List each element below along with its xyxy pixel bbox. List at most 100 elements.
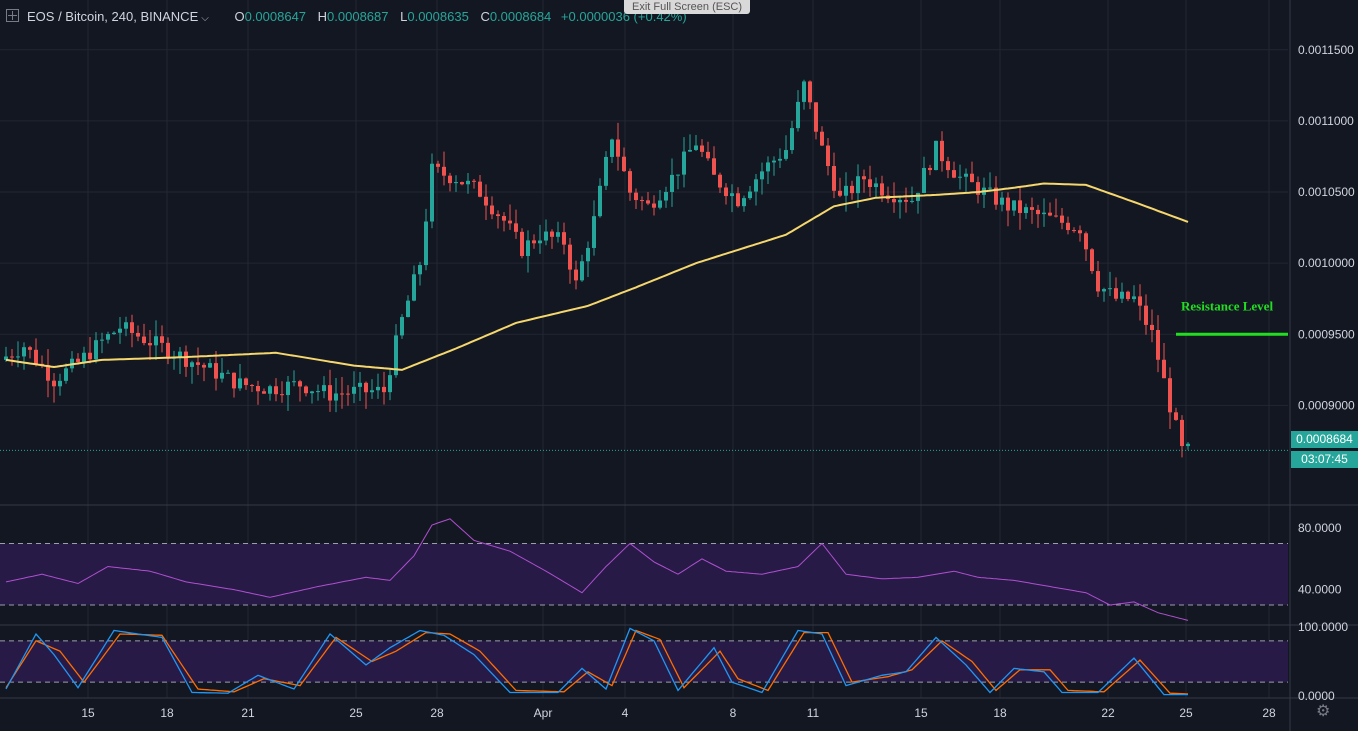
candle-body (1084, 233, 1088, 250)
candle-body (916, 192, 920, 201)
candle-body (994, 187, 998, 205)
candle-body (454, 182, 458, 184)
candle-body (946, 161, 950, 171)
candle-body (1132, 296, 1136, 300)
candle-body (478, 181, 482, 197)
candle-body (580, 261, 584, 281)
candle-body (88, 352, 92, 360)
candle-body (334, 393, 338, 401)
candle-body (10, 356, 14, 358)
candle-body (220, 372, 224, 379)
indicator-bands (0, 542, 1288, 683)
candle-body (286, 381, 290, 396)
stoch-tick-label: 100.0000 (1298, 620, 1348, 634)
chevron-down-icon[interactable]: ⌵ (201, 13, 209, 24)
candle-body (214, 363, 218, 379)
candle-body (898, 199, 902, 203)
candle-body (796, 101, 800, 129)
candle-body (460, 182, 464, 185)
expand-icon[interactable] (6, 9, 19, 22)
candle-body (430, 163, 434, 222)
candle-body (508, 220, 512, 224)
candle-body (94, 340, 98, 360)
price-tick-label: 0.0011500 (1298, 43, 1354, 57)
candle-body (544, 231, 548, 241)
price-axis[interactable]: 0.0011500 0.0011000 0.0010500 0.0010000 0.00… (1298, 43, 1355, 703)
candle-body (634, 192, 638, 201)
candle-body (1036, 209, 1040, 215)
candle-body (832, 166, 836, 191)
candle-body (784, 150, 788, 159)
candle-body (1186, 443, 1190, 447)
time-tick-label: 18 (160, 706, 174, 720)
candle-body (856, 176, 860, 194)
time-tick-label: Apr (534, 706, 553, 720)
exit-fullscreen-button[interactable]: Exit Full Screen (ESC) (624, 0, 750, 14)
candle-body (406, 300, 410, 318)
candle-body (58, 380, 62, 387)
candle-body (148, 343, 152, 346)
candle-body (958, 176, 962, 178)
candle-body (1042, 212, 1046, 215)
candle-body (622, 156, 626, 172)
candle-body (682, 151, 686, 175)
gear-icon[interactable]: ⚙ (1316, 703, 1331, 720)
candle-body (466, 180, 470, 185)
candle-body (82, 352, 86, 362)
candle-body (442, 166, 446, 176)
countdown-tag: 03:07:45 (1291, 451, 1358, 468)
time-tick-label: 21 (241, 706, 255, 720)
candle-body (616, 139, 620, 157)
candle-body (970, 173, 974, 183)
candle-body (394, 335, 398, 376)
candle-body (178, 351, 182, 358)
time-tick-label: 4 (622, 706, 629, 720)
candle-body (712, 158, 716, 175)
candle-body (184, 351, 188, 367)
time-axis[interactable]: 15 18 21 25 28 Apr 4 8 11 15 18 22 25 28 (81, 706, 1276, 720)
low-label: L (400, 9, 408, 24)
rsi-band (0, 543, 1288, 605)
candle-body (274, 386, 278, 395)
candle-body (1120, 291, 1124, 299)
candle-body (1138, 296, 1142, 306)
candle-body (1018, 200, 1022, 213)
candle-body (316, 391, 320, 393)
stoch-d-line (5, 629, 1189, 695)
candle-body (1054, 215, 1058, 217)
candle-body (328, 385, 332, 401)
candle-body (412, 274, 416, 301)
candle-body (730, 193, 734, 197)
candle-body (1114, 288, 1118, 299)
candle-body (988, 187, 992, 189)
candle-body (628, 171, 632, 193)
candle-body (4, 356, 8, 360)
candle-body (952, 170, 956, 178)
candle-body (1066, 222, 1070, 231)
candle-body (118, 328, 122, 333)
price-tick-label: 0.0009000 (1298, 398, 1355, 412)
candle-body (232, 372, 236, 389)
price-tick-label: 0.0009500 (1298, 327, 1355, 341)
candle-body (100, 339, 104, 341)
candle-body (700, 145, 704, 152)
candle-body (124, 322, 128, 329)
candle-body (754, 179, 758, 192)
candle-body (490, 205, 494, 215)
candle-body (1072, 230, 1076, 232)
candle-body (28, 347, 32, 350)
current-price-tag: 0.0008684 (1291, 431, 1358, 448)
candle-body (112, 332, 116, 335)
candle-body (190, 362, 194, 367)
price-tick-label: 0.0010000 (1298, 256, 1355, 270)
candle-body (724, 187, 728, 197)
symbol-title[interactable]: EOS / Bitcoin, 240, BINANCE (27, 9, 199, 24)
candle-body (718, 174, 722, 188)
candle-body (262, 391, 266, 394)
candle-body (1162, 359, 1166, 379)
stoch-k-line (5, 627, 1188, 696)
candle-body (1000, 197, 1004, 205)
candle-body (976, 182, 980, 195)
candle-body (1150, 324, 1154, 330)
